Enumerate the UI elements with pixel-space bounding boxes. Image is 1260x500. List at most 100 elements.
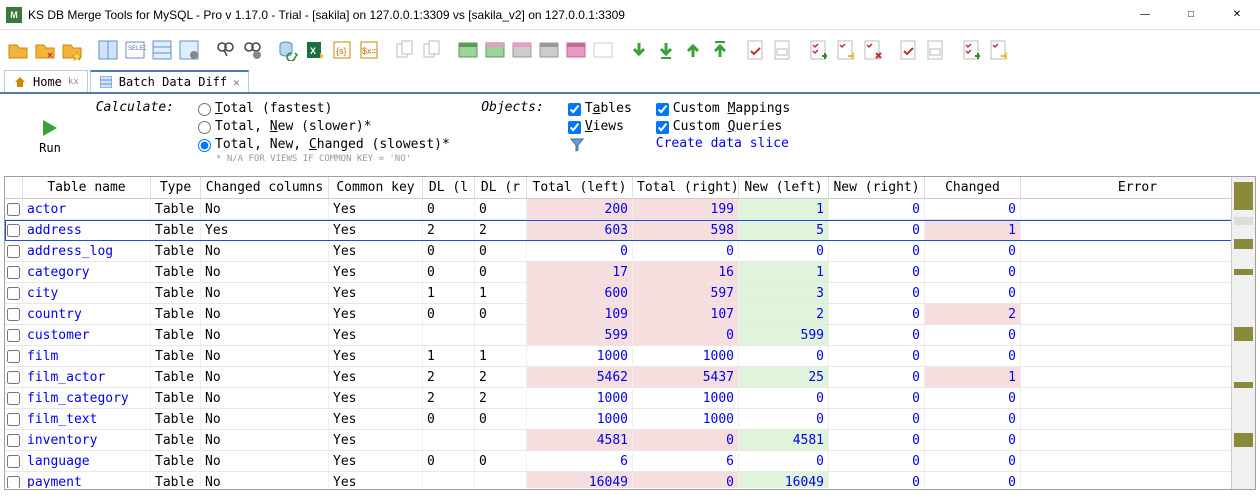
table-row[interactable]: inventoryTableNoYes45810458100 — [5, 430, 1255, 451]
list-check-1-button[interactable] — [807, 38, 831, 62]
row-name-link[interactable]: film_category — [23, 388, 151, 408]
settings-button[interactable] — [177, 38, 201, 62]
arrow-up-1-button[interactable] — [681, 38, 705, 62]
header-name[interactable]: Table name — [23, 177, 151, 198]
table-row[interactable]: paymentTableNoYes1604901604900 — [5, 472, 1255, 488]
table-row[interactable]: cityTableNoYes11600597300 — [5, 283, 1255, 304]
row-name-link[interactable]: country — [23, 304, 151, 324]
var-button[interactable]: $x= — [357, 38, 381, 62]
filter-icon[interactable] — [570, 138, 632, 152]
table-row[interactable]: categoryTableNoYes001716100 — [5, 262, 1255, 283]
diff-segment[interactable] — [1234, 217, 1253, 225]
copy-right-button[interactable] — [420, 38, 444, 62]
table-row[interactable]: countryTableNoYes00109107202 — [5, 304, 1255, 325]
check-custom-queries[interactable]: Custom Queries — [656, 118, 790, 136]
row-checkbox[interactable] — [5, 241, 23, 261]
create-data-slice-link[interactable]: Create data slice — [656, 136, 789, 151]
diff-segment[interactable] — [1234, 182, 1253, 210]
row-name-link[interactable]: address_log — [23, 241, 151, 261]
row-checkbox[interactable] — [5, 367, 23, 387]
header-total-left[interactable]: Total (left) — [527, 177, 633, 198]
db-sync-button[interactable] — [276, 38, 300, 62]
radio-total-new-changed[interactable]: Total, New, Changed (slowest)* — [198, 136, 450, 154]
row-name-link[interactable]: actor — [23, 199, 151, 219]
check-views[interactable]: Views — [568, 118, 632, 136]
grid-body[interactable]: actorTableNoYes00200199100addressTableYe… — [5, 199, 1255, 488]
header-changed[interactable]: Changed — [925, 177, 1021, 198]
table-row[interactable]: address_logTableNoYes0000000 — [5, 241, 1255, 262]
row-name-link[interactable]: address — [23, 220, 151, 240]
row-checkbox[interactable] — [5, 409, 23, 429]
tab-home[interactable]: Home kx — [4, 70, 88, 92]
row-checkbox[interactable] — [5, 199, 23, 219]
open-right-button[interactable] — [33, 38, 57, 62]
list-check-2-button[interactable] — [834, 38, 858, 62]
check-custom-mappings[interactable]: Custom Mappings — [656, 100, 790, 118]
tab-batch-diff[interactable]: Batch Data Diff ✕ — [90, 70, 249, 92]
batch-diff-button[interactable] — [150, 38, 174, 62]
header-changed-cols[interactable]: Changed columns — [201, 177, 329, 198]
check-tables[interactable]: Tables — [568, 100, 632, 118]
settings2-button[interactable] — [240, 38, 264, 62]
favorite-button[interactable] — [60, 38, 84, 62]
script-button[interactable]: {s} — [330, 38, 354, 62]
grid-3-button[interactable] — [510, 38, 534, 62]
header-checkbox[interactable] — [5, 177, 23, 198]
header-common-key[interactable]: Common key — [329, 177, 423, 198]
row-name-link[interactable]: payment — [23, 472, 151, 488]
grid-4-button[interactable] — [537, 38, 561, 62]
grid-5-button[interactable] — [564, 38, 588, 62]
header-total-right[interactable]: Total (right) — [633, 177, 739, 198]
run-button[interactable] — [39, 117, 61, 139]
table-row[interactable]: addressTableYesYes22603598501 — [5, 220, 1255, 241]
row-name-link[interactable]: city — [23, 283, 151, 303]
table-row[interactable]: film_textTableNoYes0010001000000 — [5, 409, 1255, 430]
grid-2-button[interactable] — [483, 38, 507, 62]
table-row[interactable]: languageTableNoYes0066000 — [5, 451, 1255, 472]
tab-home-pin-icon[interactable]: kx — [68, 77, 79, 87]
row-checkbox[interactable] — [5, 472, 23, 488]
diff-sidebar[interactable] — [1231, 177, 1255, 489]
row-name-link[interactable]: inventory — [23, 430, 151, 450]
find-button[interactable] — [213, 38, 237, 62]
row-name-link[interactable]: film_text — [23, 409, 151, 429]
header-new-left[interactable]: New (left) — [739, 177, 829, 198]
diff-segment[interactable] — [1234, 239, 1253, 249]
table-row[interactable]: actorTableNoYes00200199100 — [5, 199, 1255, 220]
row-name-link[interactable]: film_actor — [23, 367, 151, 387]
table-row[interactable]: filmTableNoYes1110001000000 — [5, 346, 1255, 367]
arrow-down-1-button[interactable] — [627, 38, 651, 62]
maximize-button[interactable]: □ — [1168, 0, 1214, 30]
list-check-5-button[interactable] — [987, 38, 1011, 62]
row-name-link[interactable]: film — [23, 346, 151, 366]
radio-total-new[interactable]: Total, New (slower)* — [198, 118, 450, 136]
diff-segment[interactable] — [1234, 327, 1253, 341]
diff-segment[interactable] — [1234, 269, 1253, 275]
check-doc-2-button[interactable] — [771, 38, 795, 62]
arrow-down-2-button[interactable] — [654, 38, 678, 62]
list-check-3-button[interactable] — [861, 38, 885, 62]
row-name-link[interactable]: category — [23, 262, 151, 282]
doc-check-2-button[interactable] — [924, 38, 948, 62]
excel-export-button[interactable]: X — [303, 38, 327, 62]
diff-segment[interactable] — [1234, 433, 1253, 447]
grid-1-button[interactable] — [456, 38, 480, 62]
row-checkbox[interactable] — [5, 283, 23, 303]
row-checkbox[interactable] — [5, 325, 23, 345]
minimize-button[interactable]: — — [1122, 0, 1168, 30]
row-checkbox[interactable] — [5, 220, 23, 240]
diff-segment[interactable] — [1234, 382, 1253, 388]
row-name-link[interactable]: language — [23, 451, 151, 471]
row-checkbox[interactable] — [5, 388, 23, 408]
row-checkbox[interactable] — [5, 451, 23, 471]
row-checkbox[interactable] — [5, 304, 23, 324]
row-name-link[interactable]: customer — [23, 325, 151, 345]
row-checkbox[interactable] — [5, 262, 23, 282]
tab-batch-close-icon[interactable]: ✕ — [233, 76, 240, 89]
copy-left-button[interactable] — [393, 38, 417, 62]
table-row[interactable]: film_actorTableNoYes22546254372501 — [5, 367, 1255, 388]
open-left-button[interactable] — [6, 38, 30, 62]
header-new-right[interactable]: New (right) — [829, 177, 925, 198]
header-type[interactable]: Type — [151, 177, 201, 198]
grid-6-button[interactable] — [591, 38, 615, 62]
